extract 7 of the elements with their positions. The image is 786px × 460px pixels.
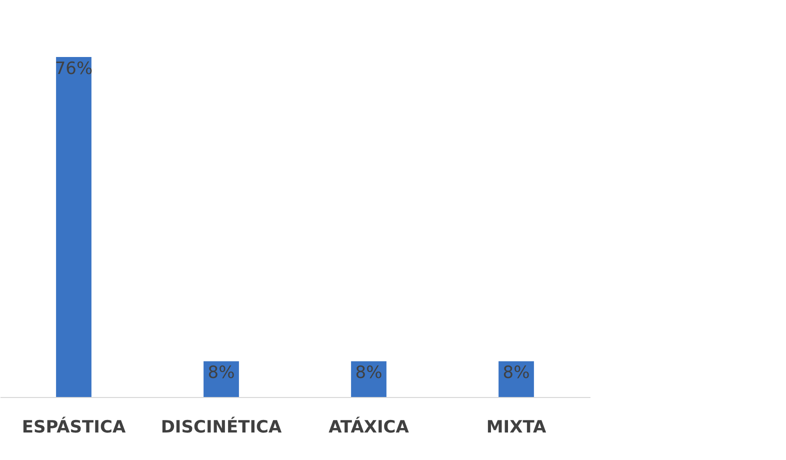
x-tick-label: ATÁXICA [328, 416, 410, 438]
data-label: 8% [208, 363, 235, 384]
x-tick-label: ESPÁSTICA [22, 416, 126, 438]
data-label: 8% [502, 363, 530, 384]
x-tick-label: MIXTA [486, 418, 547, 438]
x-tick-label: DISCINÉTICA [160, 416, 283, 438]
data-label: 8% [355, 363, 382, 384]
